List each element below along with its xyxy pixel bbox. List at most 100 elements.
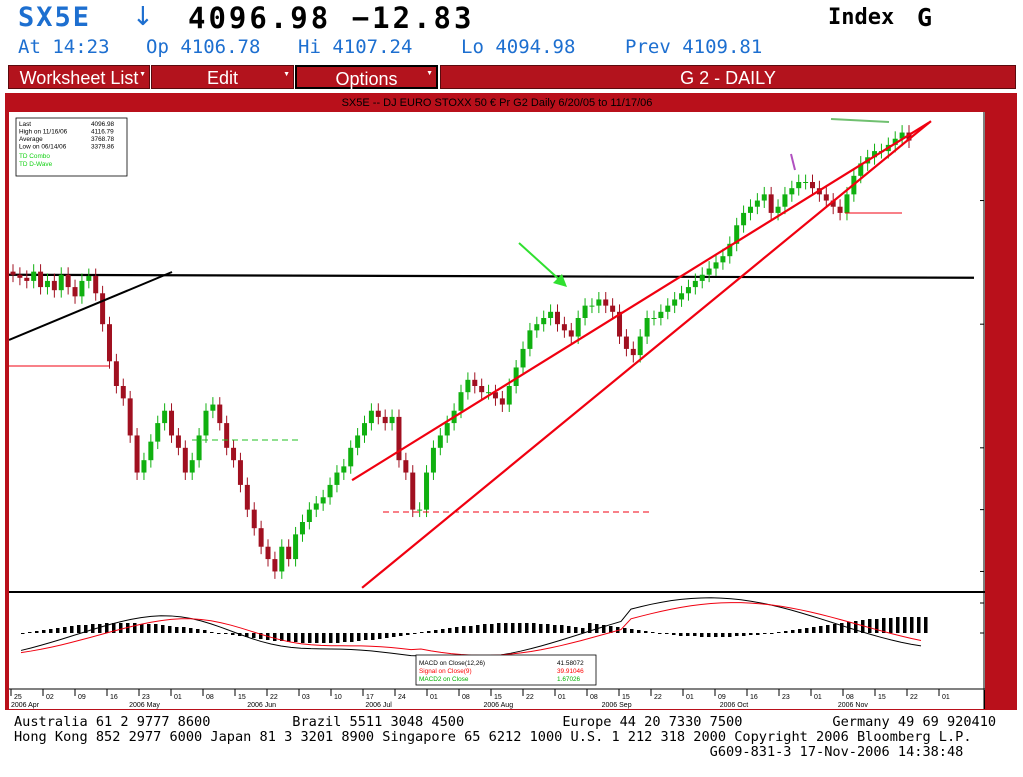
candle-body [761,194,767,201]
candle-body [113,361,119,386]
axis-corner [984,690,985,709]
candle-body [306,509,312,522]
candle-body [79,280,85,297]
x-tick-label-12: 24 [398,694,406,701]
candle-body [299,522,305,535]
green-arrow-icon [518,242,563,283]
x-tick-label-14: 08 [462,694,470,701]
x-tick-label-10: 10 [334,694,342,701]
macd-histogram-bar [462,626,466,633]
macd-histogram-bar [406,633,410,635]
candle-body [313,503,319,510]
stats-legend-1: TD D-Wave [19,161,53,168]
macd-histogram-bar [308,633,312,643]
down-arrow-icon: ↓ [132,2,154,32]
footer-line-1: Australia 61 2 9777 8600 Brazil 5511 304… [14,714,997,730]
candle-body [582,305,588,318]
candle-body [775,206,781,213]
x-tick-label-24: 23 [782,694,790,701]
macd-histogram-bar [112,623,116,633]
candle-body [265,546,271,560]
candle-body [375,410,381,417]
candle-body [568,330,574,337]
macd-histogram-bar [742,633,746,636]
x-tick-label-1: 02 [46,694,54,701]
stats-label-1: High on 11/16/06 [19,129,68,136]
candle-body [93,275,99,294]
candle-body [58,274,64,291]
candle-body [155,423,161,442]
candle-body [513,367,519,386]
candle-body [162,410,168,424]
candle-body [720,256,726,263]
candle-body [803,182,809,183]
x-tick-label-25: 01 [814,694,822,701]
candle-body [362,423,368,436]
candle-body [44,280,50,288]
candle-body [747,206,753,213]
macd-histogram-bar [392,633,396,637]
macd-histogram-bar [651,632,655,633]
candle-body [72,287,78,297]
candle-body [389,416,395,424]
macd-histogram-bar [630,629,634,633]
options-label: Options [335,69,398,89]
candle-body [224,423,230,448]
x-tick-label-17: 01 [558,694,566,701]
candle-body [31,271,37,281]
macd-legend-value-0: 41.58072 [557,660,584,667]
x-tick-label-9: 03 [302,694,310,701]
macd-histogram-bar [245,633,249,637]
x-tick-label-29: 01 [942,694,950,701]
x-month-label-1: 2006 May [129,702,160,709]
candle-body [796,182,802,189]
candle-body [603,299,609,306]
candle-body [189,460,195,473]
prev-close: Prev 4109.81 [625,36,763,58]
macd-histogram-bar [56,628,60,633]
candle-body [658,311,664,318]
macd-histogram-bar [147,624,151,633]
ticker-symbol[interactable]: SX5E [18,2,92,33]
footer-contacts: Australia 61 2 9777 8600 Brazil 5511 304… [14,715,996,760]
macd-histogram-bar [21,633,25,634]
candle-body [231,447,237,461]
macd-histogram-bar [567,626,571,633]
macd-histogram-bar [686,633,690,636]
macd-histogram-bar [126,623,130,633]
macd-histogram-bar [420,632,424,633]
candle-body [534,324,540,331]
x-tick-label-23: 16 [750,694,758,701]
candle-body [279,546,285,572]
macd-histogram-bar [777,632,781,633]
candle-body [106,324,112,362]
macd-histogram-bar [546,624,550,633]
macd-histogram-bar [693,633,697,636]
candle-body [872,151,878,158]
candle-body [527,330,533,349]
purple-arrow-icon [790,153,796,171]
page-title-bar: G 2 - DAILY [440,65,1016,89]
support-trendline [361,120,932,589]
candle-body [823,194,829,201]
candle-body [382,416,388,424]
macd-histogram-bar [518,623,522,633]
candle-body [486,392,492,394]
candle-body [410,472,416,510]
macd-histogram-bar [273,633,277,641]
macd-legend-label-0: MACD on Close(12,26) [419,660,485,667]
macd-histogram-bar [735,633,739,636]
edit-button[interactable]: Edit ▼ [151,65,294,89]
dropdown-marker-icon: ▼ [426,70,433,77]
options-button[interactable]: Options ▼ [295,65,438,89]
macd-histogram-bar [231,633,235,635]
candle-body [258,528,264,547]
candle-body [368,410,374,424]
worksheet-list-button[interactable]: Worksheet List ▼ [8,65,150,89]
candle-body [403,460,409,473]
macd-legend-label-2: MACD2 on Close [419,676,469,683]
macd-legend-box [415,654,597,686]
macd-histogram-bar [294,633,298,642]
